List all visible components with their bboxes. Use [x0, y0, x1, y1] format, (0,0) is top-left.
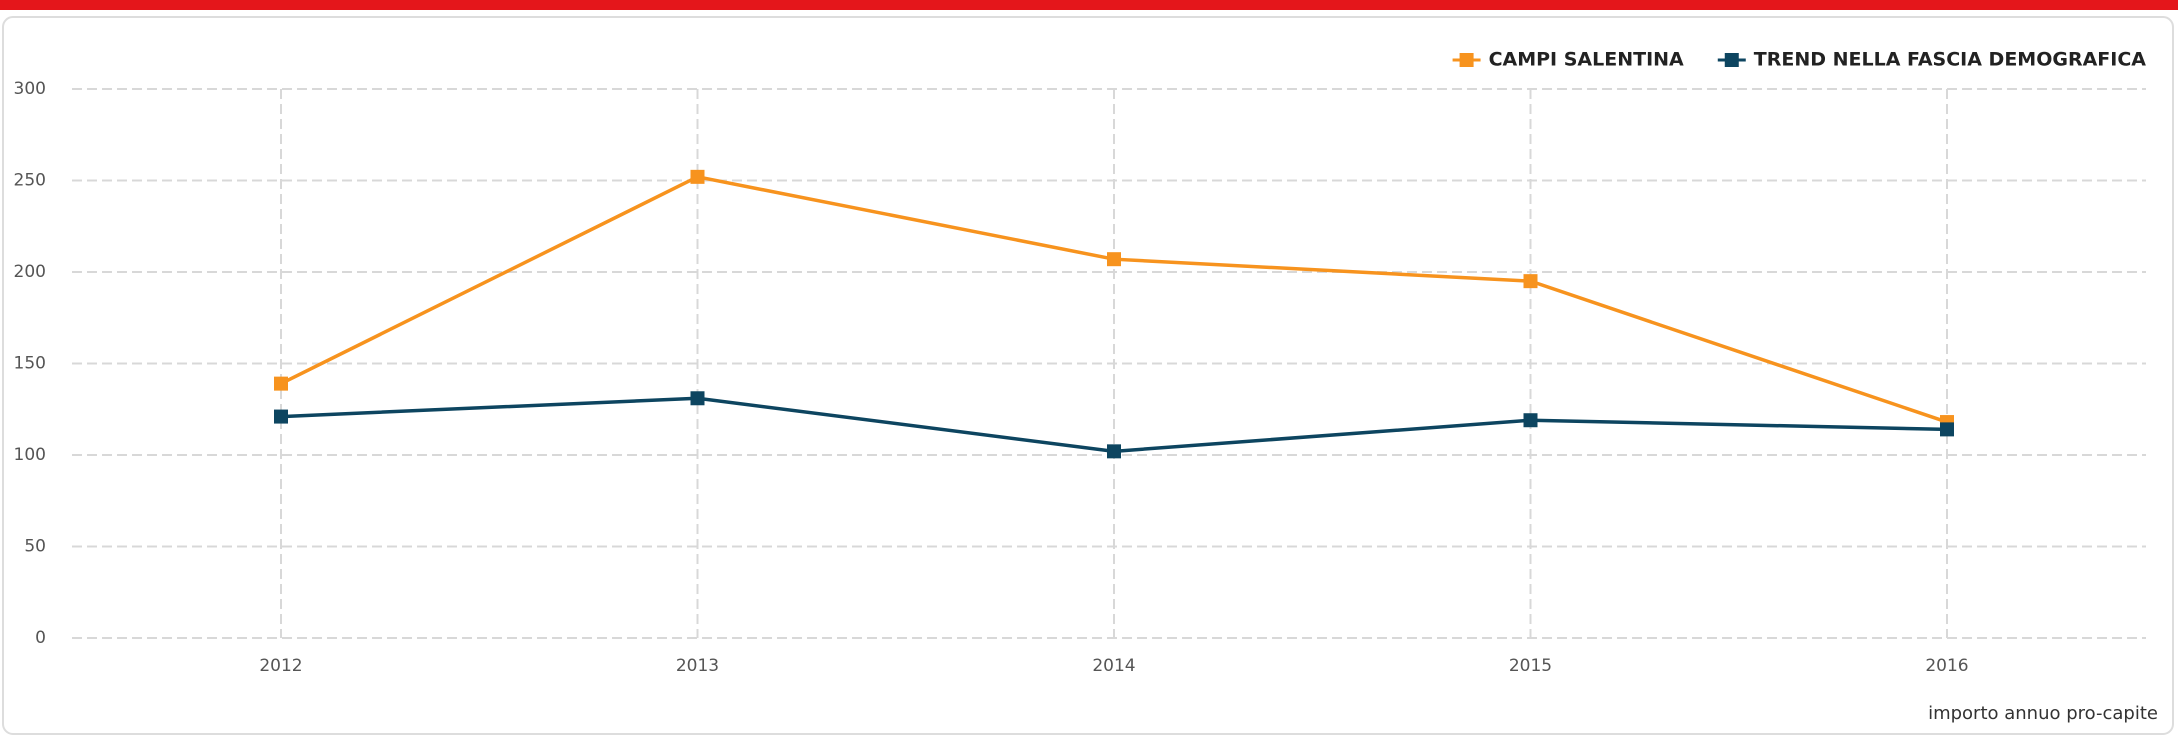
x-tick-label: 2013	[676, 656, 719, 676]
y-tick-label: 300	[14, 79, 46, 99]
point	[1107, 444, 1121, 459]
y-tick-label: 0	[35, 628, 46, 648]
y-tick-label: 150	[14, 354, 46, 374]
x-tick-label: 2012	[259, 656, 302, 676]
point	[1107, 252, 1121, 267]
legend-marker	[1459, 53, 1474, 67]
y-tick-label: 100	[14, 445, 46, 465]
legend-marker	[1724, 53, 1739, 67]
point	[690, 169, 705, 184]
point	[274, 409, 288, 424]
top-bar	[0, 0, 2178, 10]
x-tick-label: 2015	[1509, 656, 1552, 676]
x-tick-label: 2014	[1092, 656, 1135, 676]
point	[1940, 422, 1954, 437]
legend-label: CAMPI SALENTINA	[1489, 49, 1684, 71]
point	[1523, 274, 1538, 289]
point	[1523, 413, 1538, 428]
x-tick-label: 2016	[1925, 656, 1968, 676]
point	[274, 376, 288, 391]
chart-panel	[2, 16, 2174, 735]
y-tick-label: 200	[14, 262, 46, 282]
y-tick-label: 50	[24, 537, 46, 557]
point	[690, 391, 705, 406]
legend-label: TREND NELLA FASCIA DEMOGRAFICA	[1754, 49, 2147, 71]
y-tick-label: 250	[14, 171, 46, 191]
note: importo annuo pro-capite	[1928, 703, 2158, 724]
